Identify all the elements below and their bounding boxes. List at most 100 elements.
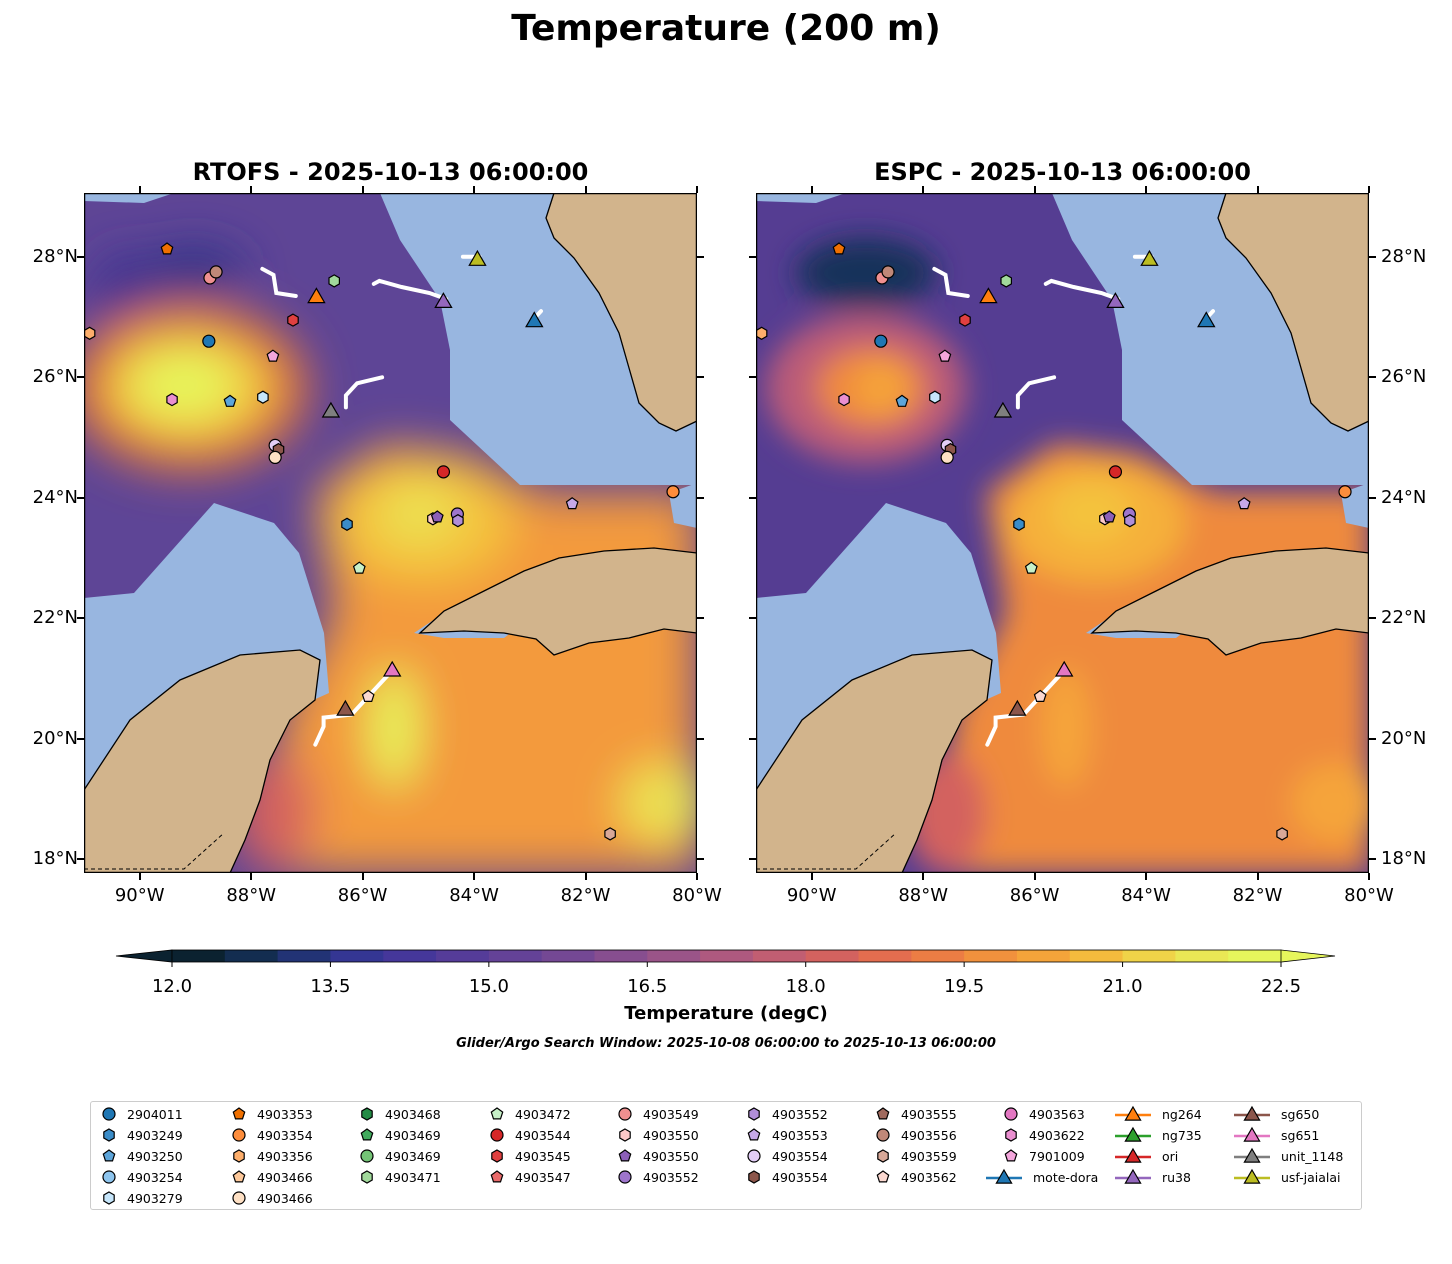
marker-unit_1148 (321, 401, 341, 418)
legend-label: mote-dora (1033, 1169, 1099, 1185)
lat-tick-label: 28°N (32, 245, 78, 267)
legend-item-4903559: 4903559 (875, 1147, 957, 1165)
pentagon-marker-icon (490, 1170, 504, 1183)
hexagon-marker-icon (103, 1191, 115, 1205)
marker-4903353 (160, 242, 174, 255)
colorbar-bin (1069, 950, 1124, 962)
glider-track (1015, 375, 1057, 410)
lon-tick (250, 186, 253, 193)
lat-tick (77, 376, 84, 379)
colorbar-bin (488, 950, 543, 962)
marker-ru38 (434, 292, 453, 309)
glider-track (260, 266, 298, 298)
map-frame (84, 193, 697, 873)
marker-4903279 (257, 390, 269, 404)
marker-4903562 (1033, 689, 1047, 702)
colorbar-bin (752, 950, 807, 962)
marker-4903471 (328, 274, 340, 288)
legend-label: 4903552 (772, 1106, 828, 1122)
lat-tick-label: 26°N (32, 366, 78, 388)
border-line (84, 832, 225, 870)
colorbar-extend-low (115, 949, 173, 963)
pentagon-marker-icon (618, 1149, 632, 1162)
lon-tick (922, 186, 925, 193)
legend-label: 4903250 (127, 1148, 183, 1164)
triangle-marker-icon (1243, 1105, 1261, 1121)
glider-track (932, 266, 970, 298)
legend-item-7901009: 7901009 (1003, 1147, 1085, 1165)
lat-tick-label: 28°N (1381, 245, 1427, 267)
lat-tick (697, 376, 704, 379)
lon-tick (696, 186, 698, 193)
legend-item-4903250: 4903250 (101, 1147, 183, 1165)
marker-usf-jaialai (1140, 249, 1159, 266)
circle-marker-icon (1004, 1107, 1018, 1121)
lat-tick (1369, 255, 1376, 258)
lat-tick (697, 496, 704, 499)
lon-tick (473, 873, 476, 880)
circle-marker-icon (490, 1128, 504, 1142)
marker-4903559 (604, 827, 616, 841)
marker-7901009 (938, 349, 952, 362)
lat-tick (77, 737, 84, 740)
legend-item-4903472: 4903472 (489, 1105, 571, 1123)
pentagon-marker-icon (876, 1107, 890, 1120)
legend-label: 4903554 (772, 1148, 828, 1164)
marker-4903356 (756, 326, 768, 340)
triangle-marker-icon (1124, 1105, 1142, 1121)
legend-item-4903554: 4903554 (746, 1168, 828, 1186)
legend-label: 4903547 (515, 1169, 571, 1185)
lon-tick (810, 186, 813, 193)
yucatan-land (84, 649, 321, 873)
legend-item-4903466: 4903466 (231, 1189, 313, 1207)
lon-tick-label: 88°W (226, 885, 277, 906)
legend-item-4903563: 4903563 (1003, 1105, 1085, 1123)
marker-4903472 (1024, 561, 1038, 574)
legend-item-4903550: 4903550 (617, 1126, 699, 1144)
marker-4903279 (929, 390, 941, 404)
legend-item-sg651: sg651 (1233, 1126, 1319, 1144)
lat-tick (749, 496, 756, 499)
rtofs-map (84, 193, 697, 873)
lat-tick (77, 496, 84, 499)
lon-tick-label: 82°W (1232, 885, 1283, 906)
marker-4903544 (436, 465, 451, 479)
legend-label: 4903562 (901, 1169, 957, 1185)
legend-item-4903622: 4903622 (1003, 1126, 1085, 1144)
hexagon-marker-icon (361, 1107, 373, 1121)
colorbar-bin (436, 950, 490, 962)
lat-tick (1369, 858, 1376, 861)
lon-tick (1145, 873, 1148, 880)
lon-tick (1033, 873, 1036, 880)
marker-2904011 (874, 334, 888, 348)
legend-label: 4903555 (901, 1106, 957, 1122)
glider-track (1043, 278, 1121, 301)
circle-marker-icon (232, 1128, 246, 1142)
legend-item-4903544: 4903544 (489, 1126, 571, 1144)
legend-item-4903545: 4903545 (489, 1147, 571, 1165)
hexagon-marker-icon (748, 1107, 760, 1121)
cuba-land (1090, 547, 1369, 656)
legend-item-mote-dora: mote-dora (985, 1168, 1098, 1186)
hexagon-marker-icon (748, 1170, 760, 1184)
marker-mote-dora (525, 311, 544, 328)
lon-tick-label: 82°W (560, 885, 611, 906)
triangle-marker-icon (1243, 1168, 1261, 1184)
legend-item-4903556: 4903556 (875, 1126, 957, 1144)
lat-tick (697, 737, 704, 740)
lon-tick-label: 80°W (1344, 885, 1394, 906)
lat-tick (1369, 496, 1376, 499)
colorbar-bin (805, 950, 860, 962)
lat-tick (749, 255, 756, 258)
border-line (756, 832, 897, 870)
glider-track (313, 670, 393, 747)
legend-label: 4903466 (257, 1169, 313, 1185)
legend-label: 4903549 (643, 1106, 699, 1122)
marker-sg651 (382, 660, 402, 677)
marker-4903353 (832, 242, 846, 255)
legend-label: 4903279 (127, 1190, 183, 1206)
colorbar-tick-label: 13.5 (310, 976, 350, 997)
marker-ng264 (979, 287, 998, 304)
legend-item-4903469: 4903469 (359, 1147, 441, 1165)
hexagon-marker-icon (619, 1128, 631, 1142)
